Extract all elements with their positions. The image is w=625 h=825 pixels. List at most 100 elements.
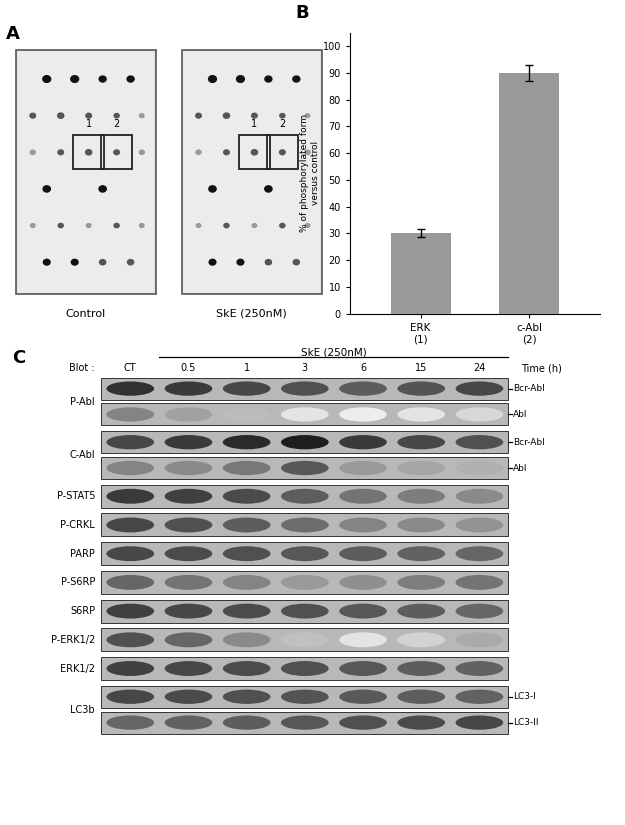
Ellipse shape — [106, 408, 154, 422]
Ellipse shape — [398, 690, 445, 704]
Bar — [267, 135, 298, 169]
Ellipse shape — [164, 435, 212, 450]
Ellipse shape — [222, 408, 271, 422]
Circle shape — [265, 186, 272, 192]
Ellipse shape — [456, 488, 503, 504]
Circle shape — [266, 260, 271, 265]
Ellipse shape — [106, 632, 154, 648]
Text: A: A — [6, 25, 20, 43]
Circle shape — [223, 113, 229, 118]
Text: Bcr-Abl: Bcr-Abl — [513, 438, 545, 446]
Ellipse shape — [164, 488, 212, 504]
Bar — [101, 378, 509, 399]
Ellipse shape — [398, 575, 445, 590]
Ellipse shape — [339, 435, 387, 450]
Text: SkE (250nM): SkE (250nM) — [216, 309, 287, 318]
Text: PARP: PARP — [70, 549, 95, 559]
Circle shape — [139, 224, 144, 228]
Ellipse shape — [339, 575, 387, 590]
Circle shape — [58, 224, 63, 228]
Ellipse shape — [106, 690, 154, 704]
Text: C-Abl: C-Abl — [69, 450, 95, 460]
Ellipse shape — [281, 604, 329, 619]
Bar — [101, 135, 132, 169]
Ellipse shape — [398, 517, 445, 532]
Ellipse shape — [222, 461, 271, 475]
Text: C: C — [12, 349, 26, 367]
Ellipse shape — [281, 381, 329, 396]
Circle shape — [86, 113, 91, 118]
Ellipse shape — [398, 661, 445, 676]
Circle shape — [71, 259, 78, 265]
Ellipse shape — [339, 381, 387, 396]
Circle shape — [99, 186, 106, 192]
Ellipse shape — [456, 661, 503, 676]
Circle shape — [139, 150, 144, 154]
Ellipse shape — [456, 381, 503, 396]
Circle shape — [279, 150, 285, 154]
Ellipse shape — [222, 435, 271, 450]
Bar — [101, 600, 509, 623]
Ellipse shape — [106, 546, 154, 561]
Ellipse shape — [281, 435, 329, 450]
Circle shape — [305, 114, 310, 118]
Bar — [101, 431, 509, 453]
Ellipse shape — [164, 381, 212, 396]
Text: Blot :: Blot : — [69, 363, 95, 373]
Ellipse shape — [281, 517, 329, 532]
Bar — [101, 712, 509, 733]
Circle shape — [43, 259, 50, 265]
Circle shape — [114, 224, 119, 228]
Ellipse shape — [281, 546, 329, 561]
Ellipse shape — [164, 604, 212, 619]
Text: 2: 2 — [279, 119, 286, 129]
Circle shape — [58, 150, 64, 154]
Bar — [101, 513, 509, 536]
Circle shape — [237, 259, 244, 265]
Ellipse shape — [281, 575, 329, 590]
Text: Control: Control — [66, 309, 106, 318]
Bar — [101, 657, 509, 680]
Text: P-ERK1/2: P-ERK1/2 — [51, 634, 95, 645]
Ellipse shape — [339, 715, 387, 730]
Circle shape — [224, 150, 229, 154]
Ellipse shape — [339, 661, 387, 676]
Text: 1: 1 — [251, 119, 258, 129]
Text: 15: 15 — [415, 363, 428, 373]
Bar — [182, 50, 321, 294]
Ellipse shape — [339, 461, 387, 475]
Circle shape — [224, 224, 229, 228]
Ellipse shape — [398, 435, 445, 450]
Bar — [499, 73, 559, 314]
Text: ERK1/2: ERK1/2 — [60, 663, 95, 673]
Ellipse shape — [164, 461, 212, 475]
Ellipse shape — [398, 604, 445, 619]
Y-axis label: % of phosphorylated form
versus control: % of phosphorylated form versus control — [301, 114, 320, 233]
Ellipse shape — [106, 661, 154, 676]
Text: 24: 24 — [473, 363, 486, 373]
Ellipse shape — [164, 575, 212, 590]
Circle shape — [265, 76, 272, 82]
Text: 1: 1 — [86, 119, 92, 129]
Circle shape — [305, 224, 310, 228]
Text: Time (h): Time (h) — [521, 363, 562, 373]
Bar — [183, 51, 320, 293]
Circle shape — [196, 224, 201, 228]
Bar — [18, 51, 154, 293]
Ellipse shape — [222, 381, 271, 396]
Circle shape — [209, 259, 216, 265]
Text: 1: 1 — [244, 363, 250, 373]
Ellipse shape — [106, 604, 154, 619]
Bar — [101, 542, 509, 565]
Text: LC3b: LC3b — [71, 705, 95, 714]
Ellipse shape — [164, 715, 212, 730]
Ellipse shape — [281, 661, 329, 676]
Circle shape — [114, 114, 119, 118]
Text: 6: 6 — [360, 363, 366, 373]
Ellipse shape — [398, 461, 445, 475]
Ellipse shape — [106, 517, 154, 532]
Circle shape — [196, 113, 201, 118]
Ellipse shape — [222, 488, 271, 504]
Bar — [101, 571, 509, 594]
Ellipse shape — [456, 435, 503, 450]
